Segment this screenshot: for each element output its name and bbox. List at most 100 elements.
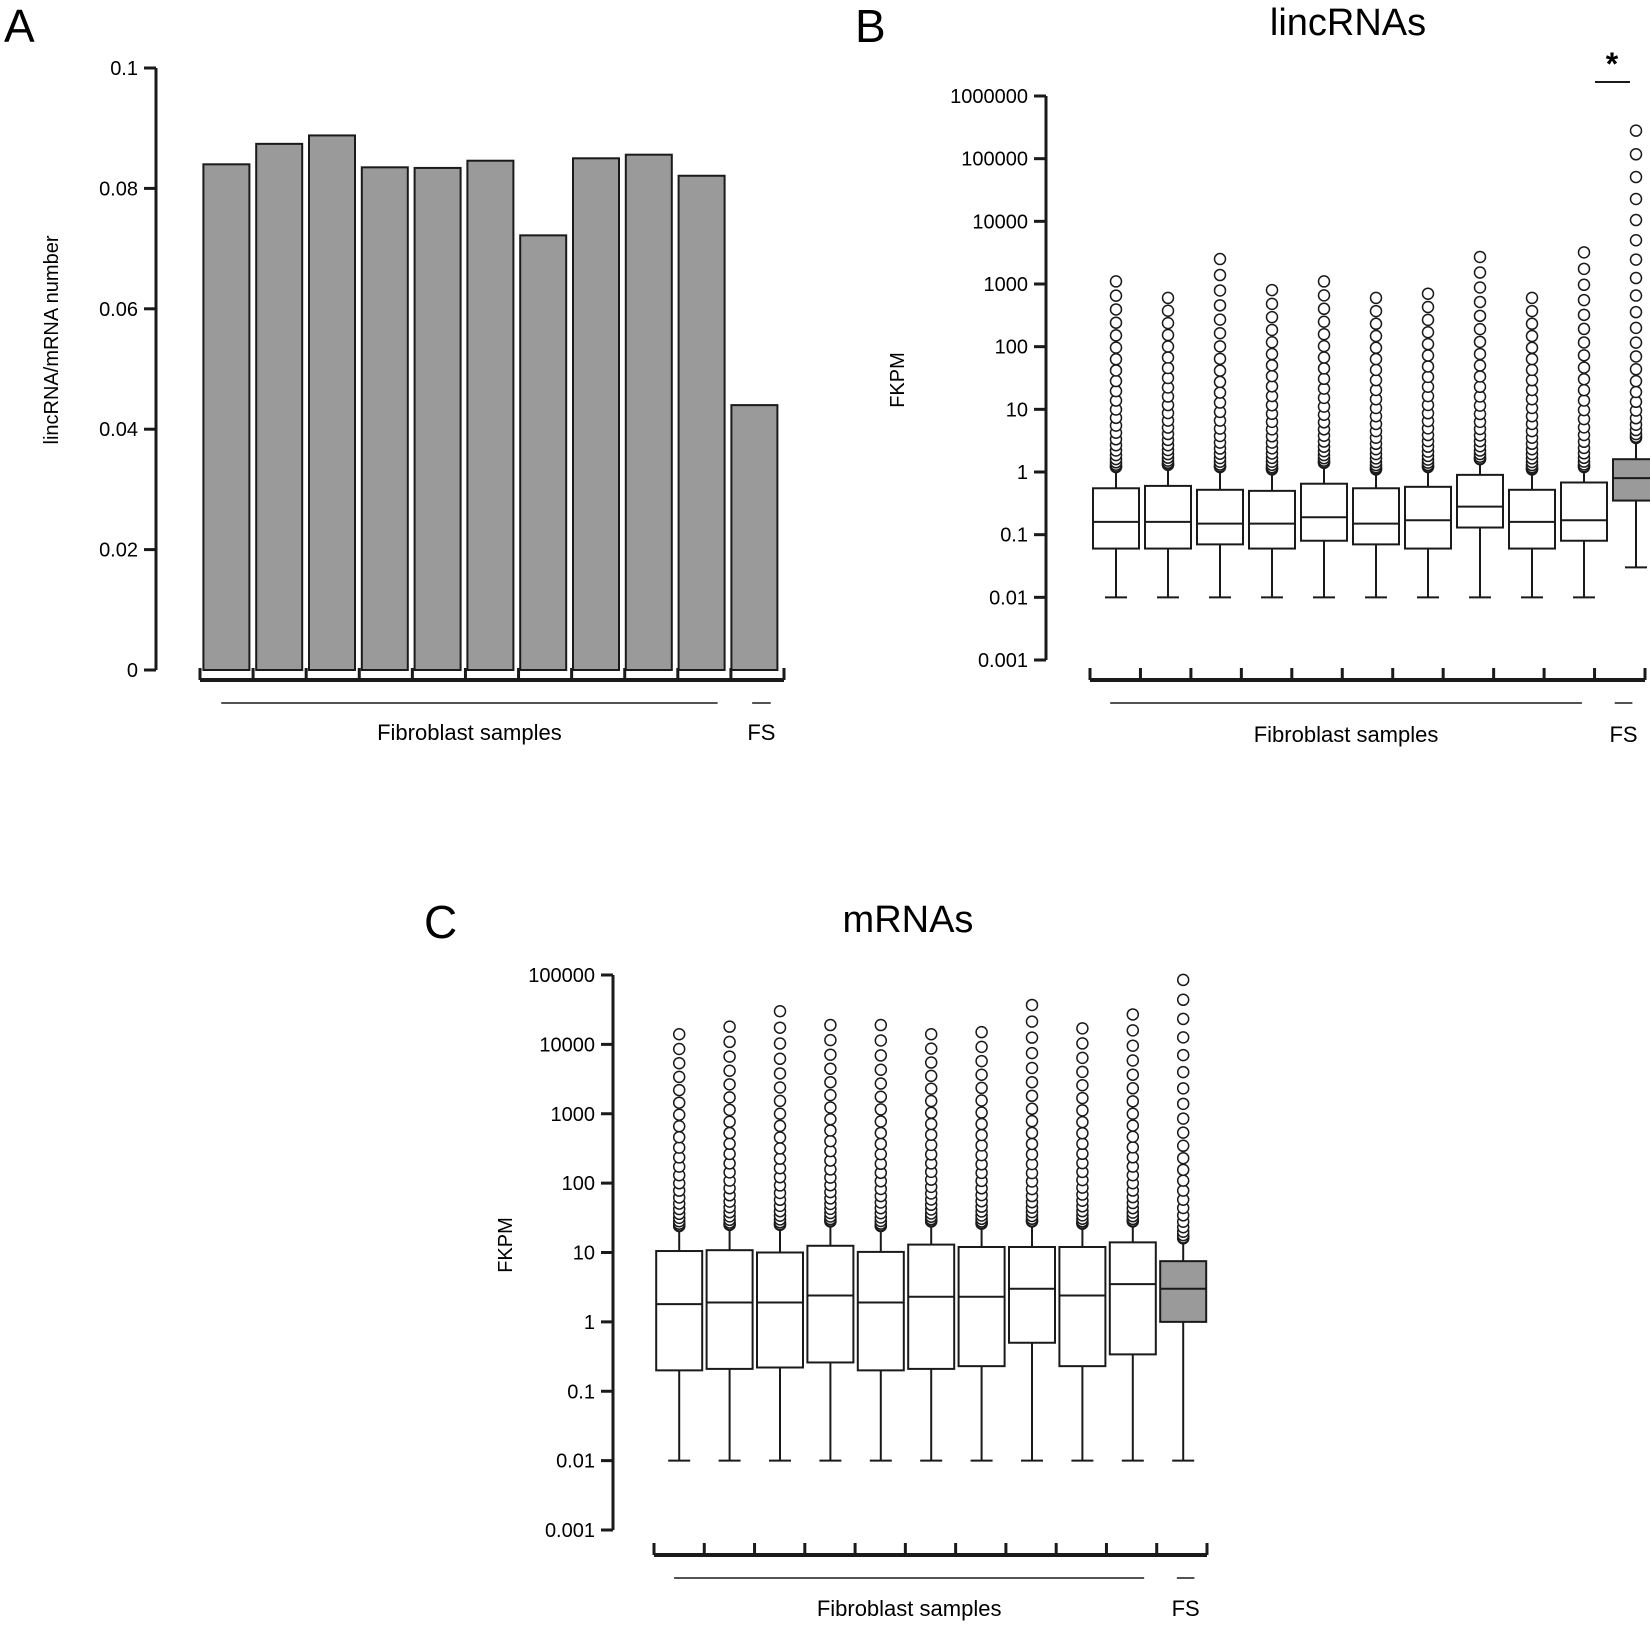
outlier-point [1629,124,1643,137]
outlier-point [1176,1112,1190,1125]
outlier-point [824,1113,837,1126]
y-tick-label: 0.1 [110,58,138,80]
outlier-point [1109,364,1123,377]
panel-a-ylabel: lincRNA/mRNA number [41,235,63,444]
outlier-point [1317,372,1331,386]
outlier-point [1025,1114,1039,1128]
outlier-point [1161,304,1175,317]
outlier-point [1176,1031,1190,1044]
outlier-point [1213,375,1227,389]
outlier-point [1317,315,1331,329]
outlier-point [1076,1037,1089,1050]
outlier-point [1126,1039,1140,1052]
outlier-point [1629,336,1643,349]
y-tick-label: 1000 [984,274,1029,296]
outlier-point [1629,350,1643,363]
outlier-point [824,1088,837,1102]
y-tick-label: 0.1 [567,1381,595,1403]
outlier-point [1076,1078,1089,1092]
outlier-point [1213,352,1227,366]
y-tick-label: 100000 [961,149,1028,171]
outlier-point [1525,341,1539,355]
outlier-point [824,1018,837,1032]
box-group [1092,275,1140,599]
outlier-point [1109,275,1123,288]
outlier-point [1126,1119,1140,1132]
outlier-point [723,1091,736,1104]
box [1144,484,1192,550]
outlier-point [975,1139,988,1152]
outlier-point [723,1103,736,1117]
box-group [1159,973,1208,1462]
box-group [1456,250,1504,599]
outlier-point [1126,1082,1140,1095]
panel-b-title: lincRNAs [1270,2,1426,44]
box-group [1508,291,1556,599]
outlier-point [1076,1065,1089,1079]
outlier-point [1025,1148,1039,1161]
outlier-point [1473,322,1487,336]
box-group [1404,287,1452,599]
outlier-point [1369,291,1383,305]
outlier-point [1577,308,1591,322]
panel-c-ylabel: FKPM [495,1217,517,1273]
outlier-point [1473,370,1487,383]
y-tick-label: 10000 [539,1034,595,1056]
outlier-point [672,1070,686,1084]
box [1612,458,1650,502]
outlier-point [1265,297,1279,311]
box [1008,1246,1056,1344]
outlier-point [1176,1139,1190,1153]
outlier-point [1213,386,1227,399]
outlier-point [1577,361,1591,374]
outlier-point [1176,1126,1190,1139]
outlier-point [672,1027,686,1041]
outlier-point [1126,1068,1140,1081]
outlier-point [975,1025,988,1039]
outlier-point [1109,374,1123,388]
outlier-point [1369,363,1383,377]
outlier-point [1025,1075,1039,1089]
outlier-point [1525,317,1539,331]
outlier-point [1161,316,1175,330]
outlier-point [1421,349,1435,362]
outlier-point [1109,316,1123,329]
outlier-point [924,1138,938,1152]
outlier-point [1369,317,1383,331]
outlier-point [1473,266,1487,279]
outlier-point [1025,1046,1039,1060]
outlier-point [1025,1137,1039,1151]
outlier-point [1076,1137,1089,1151]
outlier-point [1076,1091,1089,1105]
panel-c-label: C [424,896,457,948]
outlier-point [1265,283,1279,297]
outlier-point [1473,380,1487,394]
outlier-point [723,1126,736,1140]
outlier-point [1126,1107,1140,1120]
box [655,1250,704,1372]
outlier-point [1577,372,1591,386]
group-label: FS [1609,722,1637,747]
outlier-point [924,1094,938,1108]
outlier-point [1629,385,1643,399]
outlier-point [1473,309,1487,323]
group-label: Fibroblast samples [1254,722,1439,747]
y-tick-label: 0.06 [99,299,138,321]
outlier-point [773,1052,787,1066]
outlier-point [1109,329,1123,342]
y-tick-label: 0.001 [978,650,1028,672]
box-group [907,1027,956,1462]
y-tick-label: 0.01 [556,1451,595,1473]
outlier-point [1213,364,1227,377]
outlier-point [824,1048,837,1061]
outlier-point [1421,370,1435,384]
outlier-point [874,1018,888,1032]
outlier-point [824,1033,837,1047]
outlier-point [975,1068,988,1082]
significance-marker: * [1606,46,1619,82]
outlier-point [924,1106,938,1120]
outlier-point [1176,1097,1190,1111]
outlier-point [723,1035,736,1049]
outlier-point [1525,304,1539,318]
outlier-point [1577,383,1591,397]
